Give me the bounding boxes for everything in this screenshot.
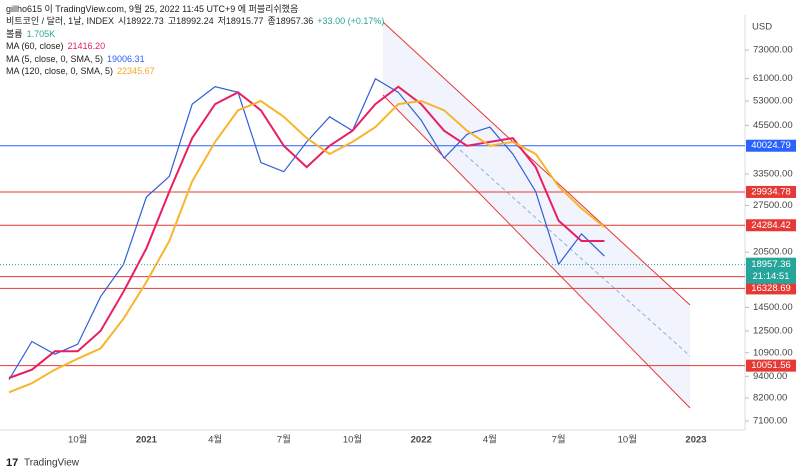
indicator: MA (5, close, 0, SMA, 5) 19006.31 bbox=[6, 53, 388, 65]
y-tick-label: 20500.00 bbox=[753, 247, 793, 258]
volume-line: 볼륨 1.705K bbox=[6, 28, 388, 40]
x-tick-label: 2022 bbox=[411, 435, 432, 446]
countdown: 21:14:51 bbox=[753, 271, 790, 282]
indicators: MA (60, close) 21416.20 MA (5, close, 0, S… bbox=[6, 40, 388, 77]
y-tick-label: 27500.00 bbox=[753, 200, 793, 211]
volume-label: 볼륨 bbox=[6, 28, 23, 39]
symbol: 비트코인 / 달러, 1날, INDEX bbox=[6, 16, 114, 27]
channel-top bbox=[382, 21, 691, 306]
x-tick-label: 4월 bbox=[483, 434, 497, 446]
last-price-tag bbox=[746, 257, 796, 284]
level-tag bbox=[746, 359, 796, 372]
series-line bbox=[8, 99, 606, 394]
y-tick-label: 61000.00 bbox=[753, 73, 793, 84]
series-line bbox=[8, 77, 605, 381]
level-label: 40024.79 bbox=[751, 140, 791, 151]
channel-bottom bbox=[382, 94, 691, 409]
ohlc-value: +33.00 (+0.17%) bbox=[317, 16, 385, 27]
ohlc-value: 저18915.77 bbox=[217, 16, 264, 27]
channel-mid bbox=[459, 149, 691, 357]
publisher: gillho615 이 TradingView.com, 9월 25, 2022… bbox=[6, 4, 299, 14]
level-tag bbox=[746, 219, 796, 232]
y-tick-label: 10900.00 bbox=[753, 347, 793, 358]
y-tick-label: 73000.00 bbox=[753, 45, 793, 56]
x-tick-label: 2023 bbox=[685, 435, 706, 446]
indicator-label: MA (120, close, 0, SMA, 5) bbox=[6, 66, 114, 77]
level-label: 24284.42 bbox=[751, 220, 791, 231]
indicator-value: 22345.67 bbox=[117, 66, 155, 77]
y-tick-label: 14500.00 bbox=[753, 302, 793, 313]
y-tick-label: 8200.00 bbox=[753, 393, 787, 404]
currency: USD bbox=[752, 22, 772, 33]
ohlc-value: 시18922.73 bbox=[117, 16, 164, 27]
y-tick-label: 45500.00 bbox=[753, 120, 793, 131]
level-tag bbox=[746, 185, 796, 198]
level-label: 29934.78 bbox=[751, 186, 791, 197]
series-line bbox=[8, 85, 605, 379]
last-price-label: 18957.36 bbox=[751, 259, 791, 270]
y-tick-label: 9400.00 bbox=[753, 371, 787, 382]
ohlc-value: 종18957.36 bbox=[267, 16, 314, 27]
x-tick-label: 7월 bbox=[277, 434, 291, 446]
indicator-value: 21416.20 bbox=[67, 41, 106, 52]
level-tag bbox=[746, 282, 796, 295]
level-label: 10051.56 bbox=[751, 360, 791, 371]
volume-value: 1.705K bbox=[26, 28, 56, 39]
x-tick-label: 10월 bbox=[68, 434, 87, 446]
indicator: MA (60, close) 21416.20 bbox=[6, 40, 388, 52]
symbol-line: 비트코인 / 달러, 1날, INDEX 시18922.73 고18992.24 저1… bbox=[6, 15, 388, 27]
brand: TradingView bbox=[24, 458, 80, 469]
indicator: MA (120, close, 0, SMA, 5) 22345.67 bbox=[6, 65, 388, 77]
x-tick-label: 2021 bbox=[136, 435, 158, 446]
x-tick-label: 7월 bbox=[552, 434, 566, 446]
x-tick-label: 10월 bbox=[343, 434, 362, 446]
indicator-label: MA (5, close, 0, SMA, 5) bbox=[6, 53, 104, 64]
y-tick-label: 12500.00 bbox=[753, 325, 793, 336]
indicator-label: MA (60, close) bbox=[6, 41, 64, 52]
x-tick-label: 10월 bbox=[618, 434, 637, 446]
y-tick-label: 33500.00 bbox=[753, 169, 793, 180]
logo: 17 bbox=[6, 457, 18, 469]
ohlc-value: 고18992.24 bbox=[167, 16, 214, 27]
header: gillho615 이 TradingView.com, 9월 25, 2022… bbox=[6, 3, 388, 77]
indicator-value: 19006.31 bbox=[107, 53, 145, 64]
level-tag bbox=[746, 139, 796, 152]
level-label: 16328.69 bbox=[751, 283, 791, 294]
channel-fill bbox=[383, 22, 690, 408]
x-tick-label: 4월 bbox=[208, 434, 222, 446]
y-tick-label: 53000.00 bbox=[753, 96, 793, 107]
y-tick-label: 7100.00 bbox=[753, 415, 787, 426]
